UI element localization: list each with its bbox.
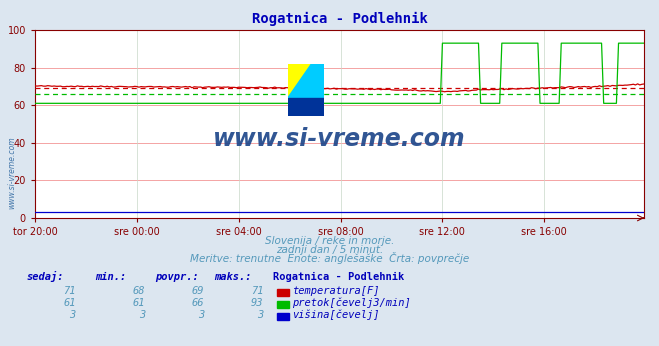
Text: Meritve: trenutne  Enote: anglešaške  Črta: povprečje: Meritve: trenutne Enote: anglešaške Črta… [190,252,469,264]
Text: 93: 93 [251,298,264,308]
Text: višina[čevelj]: višina[čevelj] [292,310,380,320]
Text: 66: 66 [192,298,204,308]
Text: zadnji dan / 5 minut.: zadnji dan / 5 minut. [276,245,383,255]
Text: temperatura[F]: temperatura[F] [292,286,380,296]
Text: Slovenija / reke in morje.: Slovenija / reke in morje. [265,236,394,246]
Text: 61: 61 [132,298,145,308]
Text: Rogatnica - Podlehnik: Rogatnica - Podlehnik [273,272,405,282]
Text: www.si-vreme.com: www.si-vreme.com [7,137,16,209]
Text: 61: 61 [63,298,76,308]
Text: 3: 3 [70,310,76,320]
Text: sedaj:: sedaj: [26,271,64,282]
Text: 3: 3 [139,310,145,320]
Text: 69: 69 [192,286,204,296]
Text: 3: 3 [258,310,264,320]
Title: Rogatnica - Podlehnik: Rogatnica - Podlehnik [252,12,428,26]
Text: min.:: min.: [96,272,127,282]
Text: povpr.:: povpr.: [155,272,198,282]
Text: www.si-vreme.com: www.si-vreme.com [214,127,466,151]
Text: pretok[čevelj3/min]: pretok[čevelj3/min] [292,298,411,308]
Text: 68: 68 [132,286,145,296]
Text: 3: 3 [198,310,204,320]
Text: 71: 71 [251,286,264,296]
Text: 71: 71 [63,286,76,296]
Text: maks.:: maks.: [214,272,252,282]
